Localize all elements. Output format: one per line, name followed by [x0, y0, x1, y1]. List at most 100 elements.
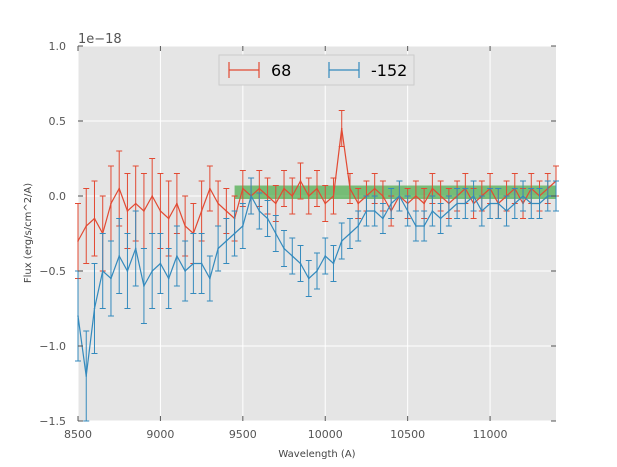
legend-entry-68: 68 [228, 61, 291, 80]
data-point [274, 202, 277, 205]
series-layer [75, 110, 559, 422]
data-point [77, 315, 79, 317]
data-point [316, 270, 318, 272]
data-point [192, 262, 195, 265]
data-point [415, 195, 417, 197]
x-tick-labels: 8500 9000 9500 10000 10500 11000 [64, 428, 508, 441]
y-tick-label: −1.5 [39, 415, 66, 428]
data-point [93, 307, 96, 310]
data-point [340, 240, 343, 242]
x-axis-label: Wavelength (A) [278, 449, 355, 460]
data-point [431, 187, 434, 190]
data-point [217, 202, 219, 205]
x-tick-label: 9500 [229, 428, 257, 441]
data-point [209, 277, 211, 280]
y-tick-label: −1.0 [39, 340, 66, 353]
data-point [497, 202, 500, 205]
data-point [110, 277, 112, 280]
data-point [546, 195, 549, 197]
data-point [373, 210, 376, 212]
data-point [373, 187, 376, 190]
data-point [283, 247, 285, 250]
data-point [489, 202, 491, 205]
data-point [481, 210, 483, 212]
data-point [472, 195, 475, 197]
data-point [530, 202, 533, 205]
data-point [258, 210, 261, 212]
y-tick-label: 1.0 [49, 40, 67, 53]
data-point [242, 225, 244, 227]
data-point [299, 262, 302, 265]
data-point [291, 195, 294, 197]
data-point [167, 277, 170, 280]
data-point [134, 247, 137, 250]
data-point [225, 210, 228, 212]
data-point [324, 255, 327, 257]
data-point [159, 262, 162, 265]
data-point [250, 195, 252, 197]
data-point [357, 202, 360, 205]
data-point [176, 202, 178, 205]
data-point [307, 195, 310, 197]
data-point [258, 187, 261, 190]
x-tick-label: 8500 [64, 428, 92, 441]
data-point [118, 255, 121, 257]
data-point [332, 262, 335, 265]
data-point [439, 195, 442, 197]
data-point [365, 210, 368, 212]
data-point [307, 277, 310, 280]
legend: 68 -152 [218, 54, 415, 86]
data-point [406, 210, 409, 212]
y-axis-label: Flux (erg/s/cm^2/A) [23, 183, 34, 283]
data-point [349, 232, 351, 235]
data-point [505, 210, 508, 212]
x-tick-label: 11000 [473, 428, 508, 441]
data-point [316, 187, 318, 190]
legend-marker-68 [228, 62, 260, 78]
data-point [382, 195, 384, 197]
data-point [126, 270, 129, 272]
data-point [184, 225, 186, 227]
data-point [77, 240, 79, 242]
data-point [423, 225, 425, 227]
data-point [431, 210, 434, 212]
data-point [349, 187, 351, 190]
data-point [159, 210, 162, 212]
y-tick-label: 0.0 [49, 190, 67, 203]
data-point [274, 232, 277, 235]
data-point [538, 202, 541, 205]
data-point [217, 247, 219, 250]
x-tick-label: 10500 [390, 428, 425, 441]
data-point [522, 195, 524, 197]
data-point [110, 202, 112, 205]
legend-label-68: 68 [271, 61, 291, 80]
confidence-band [234, 185, 556, 199]
data-point [101, 270, 104, 272]
data-point [200, 210, 203, 212]
x-tick-label: 10000 [308, 428, 343, 441]
data-point [118, 187, 121, 190]
ticks [77, 45, 556, 422]
data-point [126, 210, 129, 212]
data-point [266, 195, 269, 197]
data-point [448, 210, 450, 212]
data-point [439, 217, 442, 220]
y-tick-label: −0.5 [39, 265, 66, 278]
legend-entry-152: -152 [328, 61, 407, 80]
data-point [291, 255, 294, 257]
data-point [382, 217, 384, 220]
data-point [151, 270, 153, 272]
data-point [340, 127, 343, 130]
data-point [176, 255, 178, 257]
data-point [134, 202, 137, 205]
data-point [299, 180, 302, 182]
data-point [85, 225, 88, 227]
data-point [209, 187, 211, 190]
data-point [167, 217, 170, 220]
series-neg152 [75, 177, 559, 422]
data-point [324, 202, 327, 205]
data-point [423, 202, 425, 205]
data-point [233, 232, 236, 235]
data-point [390, 202, 392, 205]
